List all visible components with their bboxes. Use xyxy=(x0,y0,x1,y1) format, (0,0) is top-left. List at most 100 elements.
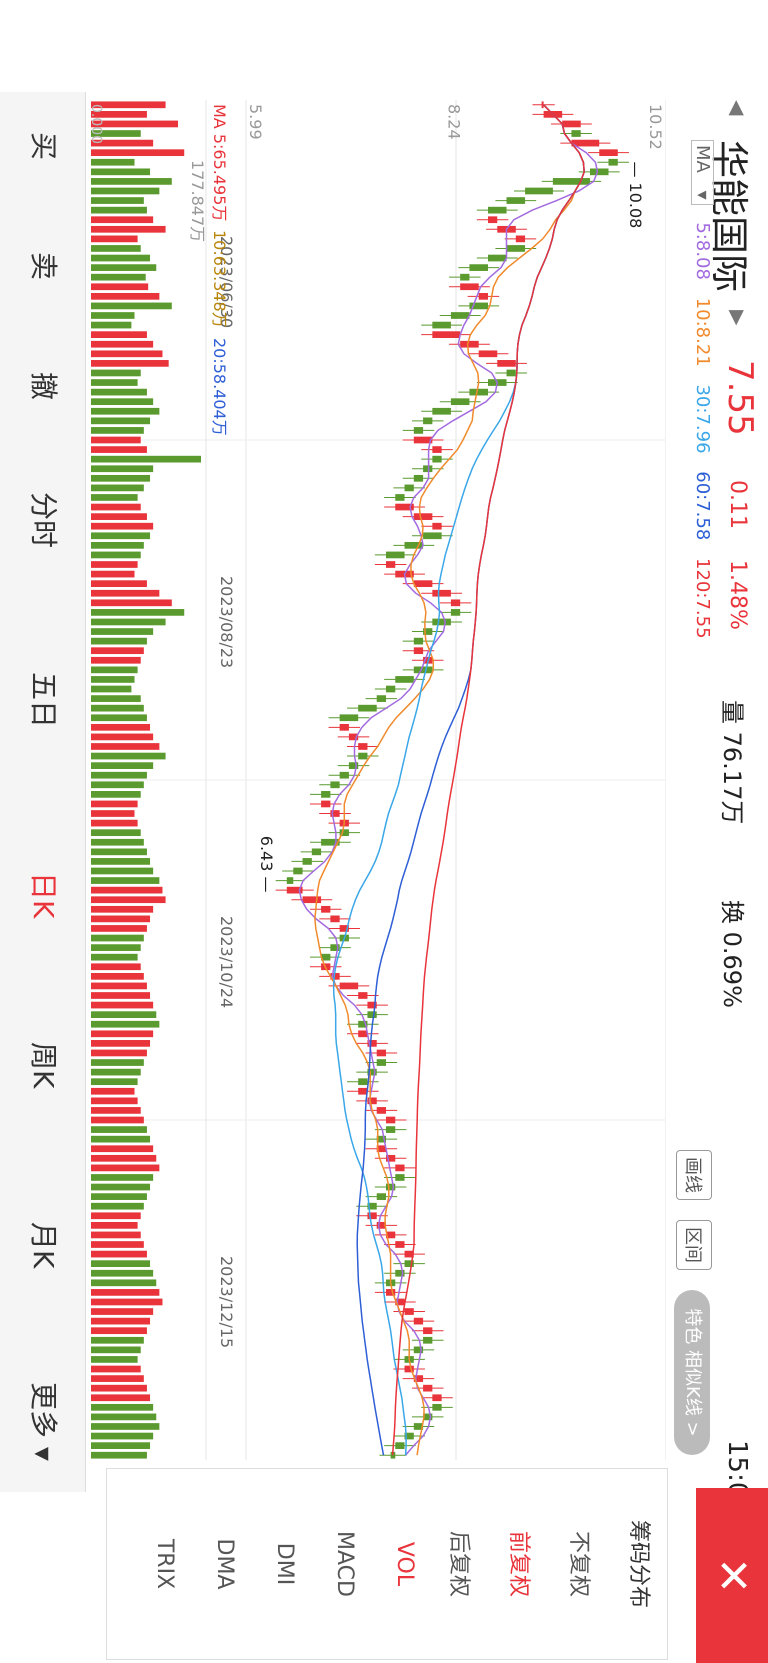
volume-bar xyxy=(91,791,141,798)
close-button[interactable]: ✕ xyxy=(696,1488,768,1663)
macd-indicator-option[interactable]: MACD xyxy=(332,1531,357,1597)
ma-line xyxy=(314,104,585,1456)
tab-weekly-k[interactable]: 周K xyxy=(27,1042,60,1089)
close-icon: ✕ xyxy=(707,1557,758,1594)
candle-body xyxy=(358,992,368,999)
volume-bar xyxy=(91,944,141,951)
dma-indicator-option[interactable]: DMA xyxy=(212,1538,237,1590)
draw-line-button[interactable]: 画线 xyxy=(676,1150,712,1200)
candle-body xyxy=(432,522,442,530)
no-adjust-option[interactable]: 不复权 xyxy=(566,1530,591,1597)
candle-body xyxy=(367,1212,377,1220)
candle-body xyxy=(608,158,618,166)
candle-body xyxy=(286,886,303,894)
volume-bar xyxy=(91,1269,154,1277)
candle-body xyxy=(460,340,479,348)
candle-body xyxy=(506,197,526,204)
volume-bar xyxy=(91,829,141,837)
interval-button[interactable]: 区间 xyxy=(676,1220,712,1270)
candle-body xyxy=(321,953,331,961)
volume-bar xyxy=(91,302,172,310)
tab-sell[interactable]: 卖 xyxy=(27,252,60,281)
tab-more-label: 更多 xyxy=(27,1382,60,1439)
volume-bar xyxy=(91,972,144,980)
trix-indicator-option[interactable]: TRIX xyxy=(152,1538,177,1590)
tab-more[interactable]: 更多 ▾ xyxy=(25,1382,65,1461)
volume-bar xyxy=(91,666,138,674)
volume-bar xyxy=(91,484,144,492)
volume-bar xyxy=(91,522,154,530)
volume-bar xyxy=(91,1403,154,1411)
volume-bar xyxy=(91,1164,160,1172)
candle-body xyxy=(506,369,516,377)
volume-bar xyxy=(91,1145,154,1153)
candle-body xyxy=(469,264,488,271)
volume-bar xyxy=(91,1250,147,1258)
tab-five-day[interactable]: 五日 xyxy=(27,672,60,729)
volume-bar xyxy=(91,446,147,453)
volume-bar xyxy=(91,321,132,329)
candle-body xyxy=(385,1231,396,1239)
ma-selector-button[interactable]: MA ▾ xyxy=(691,140,714,205)
volume-bar xyxy=(91,474,151,482)
candle-body xyxy=(432,407,451,415)
volume-bar xyxy=(91,905,154,913)
candle-body xyxy=(450,312,470,319)
candle-body xyxy=(376,1059,386,1066)
candle-body xyxy=(311,848,322,856)
prev-stock-icon[interactable]: ◀ xyxy=(726,100,750,116)
candle-body xyxy=(376,695,386,702)
volume-bar xyxy=(91,561,138,568)
candle-body xyxy=(450,599,461,607)
volume-bar xyxy=(91,312,135,319)
ma60-value: 60:7.58 xyxy=(692,471,713,541)
volume-bar xyxy=(91,1040,151,1047)
volume-bar xyxy=(91,1097,138,1105)
volume-bar xyxy=(91,1241,144,1248)
tab-buy[interactable]: 买 xyxy=(27,132,60,161)
candle-body xyxy=(413,1423,424,1430)
volume-bar xyxy=(91,676,135,683)
tab-intraday[interactable]: 分时 xyxy=(27,492,60,549)
volume-bar xyxy=(91,130,141,137)
volume-bar xyxy=(91,800,138,808)
volume-bar xyxy=(91,532,151,540)
volume-bar xyxy=(91,570,135,578)
tab-monthly-k[interactable]: 月K xyxy=(27,1222,60,1269)
candle-body xyxy=(450,398,470,406)
volume-bar xyxy=(91,503,141,511)
forward-adjust-option[interactable]: 前复权 xyxy=(506,1530,531,1597)
dmi-indicator-option[interactable]: DMI xyxy=(272,1542,297,1586)
candle-body xyxy=(599,149,618,157)
x-tick-label: 2023/06/30 xyxy=(217,236,236,328)
ma30-value: 30:7.96 xyxy=(692,384,713,454)
volume-bar xyxy=(91,1135,151,1143)
volume-bar xyxy=(91,953,138,961)
candle-body xyxy=(339,723,349,731)
volume-bar xyxy=(91,1346,141,1354)
x-tick-label: 2023/10/24 xyxy=(217,916,236,1008)
candle-body xyxy=(395,503,414,511)
candle-body xyxy=(487,206,507,214)
similar-kline-button[interactable]: 特色 相似K线 > xyxy=(674,1290,710,1455)
vol-indicator-option[interactable]: VOL xyxy=(392,1541,417,1587)
candle-body xyxy=(395,494,405,501)
volume-bar xyxy=(91,886,163,894)
volume-bar xyxy=(91,436,141,444)
volume-bar xyxy=(91,589,160,597)
kline-chart[interactable]: 10.52 8.24 5.99 2023/06/30 2023/08/23 2023/10… xyxy=(91,100,666,1460)
candle-body xyxy=(385,685,396,693)
volume-bar xyxy=(91,858,151,865)
volume-bar xyxy=(91,1413,157,1421)
chip-distribution-title[interactable]: 筹码分布 xyxy=(626,1519,651,1608)
candle-body xyxy=(413,427,424,434)
tab-daily-k[interactable]: 日K xyxy=(27,872,60,919)
backward-adjust-option[interactable]: 后复权 xyxy=(446,1530,471,1597)
volume-bar xyxy=(91,513,147,520)
volume-bar xyxy=(91,292,160,300)
volume-bar xyxy=(91,542,144,549)
volume-bar xyxy=(91,197,144,204)
tab-cancel[interactable]: 撤 xyxy=(27,372,60,401)
volume-bar xyxy=(91,762,154,769)
next-stock-icon[interactable]: ▶ xyxy=(726,310,750,326)
